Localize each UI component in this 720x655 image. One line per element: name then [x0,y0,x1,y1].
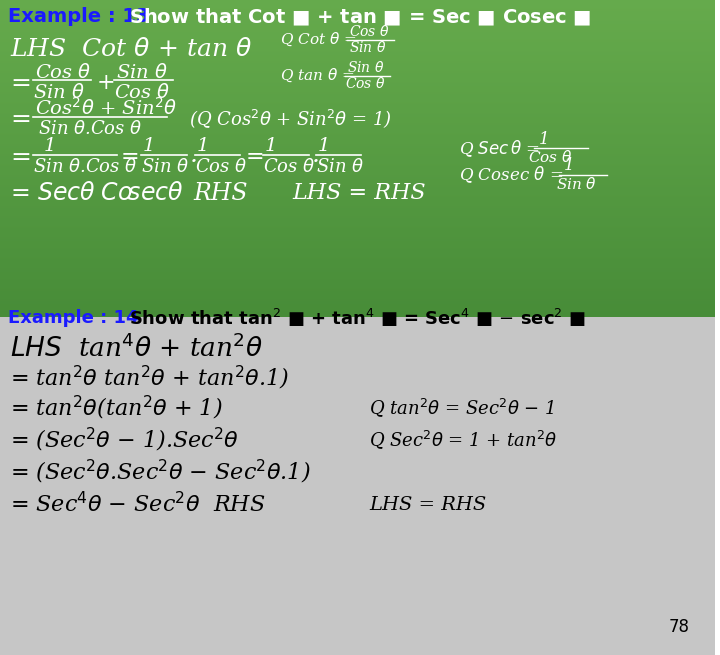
Text: Cos$^2\theta$ + Sin$^2\theta$: Cos$^2\theta$ + Sin$^2\theta$ [35,97,176,119]
Text: Sin $\theta$.Cos $\theta$: Sin $\theta$.Cos $\theta$ [37,120,142,138]
Text: = Sec$^4\theta$ $-$ Sec$^2\theta$  RHS: = Sec$^4\theta$ $-$ Sec$^2\theta$ RHS [10,493,266,517]
Text: 1: 1 [265,137,277,155]
Text: Cos $\theta$: Cos $\theta$ [263,158,315,176]
Text: = tan$^2\theta$ tan$^2\theta$ + tan$^2\theta$.1): = tan$^2\theta$ tan$^2\theta$ + tan$^2\t… [10,364,289,392]
Text: 1: 1 [197,137,209,155]
Text: Sin $\theta$: Sin $\theta$ [556,176,597,192]
Text: Cos $\theta$: Cos $\theta$ [194,158,247,176]
Text: Cos $\theta$: Cos $\theta$ [114,83,171,102]
Text: =: = [246,146,264,168]
Text: = $Sec\theta\;Co\!sec\theta$: = $Sec\theta\;Co\!sec\theta$ [10,181,184,204]
Text: Sin $\theta$: Sin $\theta$ [32,83,85,102]
Text: 1: 1 [564,157,575,174]
Text: Q Cosec $\theta$ =: Q Cosec $\theta$ = [459,164,563,185]
Text: LHS  Cot $\theta$ + tan $\theta$: LHS Cot $\theta$ + tan $\theta$ [10,37,252,60]
Text: Sin $\theta$: Sin $\theta$ [141,158,189,176]
Text: 1: 1 [143,137,156,155]
Text: Cos $\theta$: Cos $\theta$ [528,149,572,165]
Text: Sin $\theta$: Sin $\theta$ [116,62,168,81]
Text: Q Sec$^2\theta$ = 1 + tan$^2\theta$: Q Sec$^2\theta$ = 1 + tan$^2\theta$ [369,428,558,451]
Text: Example : 13: Example : 13 [8,7,150,26]
Text: 1: 1 [44,137,56,155]
Text: Q Cot $\theta$ =: Q Cot $\theta$ = [280,30,356,48]
Text: Sin $\theta$: Sin $\theta$ [349,41,387,56]
Text: Cos $\theta$: Cos $\theta$ [346,77,386,92]
Text: =: = [121,146,140,168]
Text: = (Sec$^2\theta$.Sec$^2\theta$ $-$ Sec$^2\theta$.1): = (Sec$^2\theta$.Sec$^2\theta$ $-$ Sec$^… [10,458,311,486]
Text: Sin $\theta$.Cos $\theta$: Sin $\theta$.Cos $\theta$ [32,158,137,176]
Text: $LHS$  tan$^4\theta$ + tan$^2\theta$: $LHS$ tan$^4\theta$ + tan$^2\theta$ [10,334,263,362]
Text: = (Sec$^2\theta$ $-$ 1).Sec$^2\theta$: = (Sec$^2\theta$ $-$ 1).Sec$^2\theta$ [10,426,239,454]
Text: Cos $\theta$: Cos $\theta$ [35,62,91,81]
Text: =: = [10,71,31,94]
Text: 78: 78 [669,618,690,636]
Text: = tan$^2\theta$(tan$^2\theta$ + 1): = tan$^2\theta$(tan$^2\theta$ + 1) [10,394,222,422]
Text: +: + [96,72,115,94]
Text: Q $Sec\,\theta$ =: Q $Sec\,\theta$ = [459,139,540,159]
Text: Example : 14: Example : 14 [8,309,138,327]
Text: Show that Cot $\blacksquare$ + tan $\blacksquare$ = Sec $\blacksquare$ Cosec $\b: Show that Cot $\blacksquare$ + tan $\bla… [129,7,592,28]
Text: Q tan$^2\theta$ = Sec$^2\theta$ $-$ 1: Q tan$^2\theta$ = Sec$^2\theta$ $-$ 1 [369,397,554,419]
Text: Q tan $\theta$ =: Q tan $\theta$ = [280,66,354,84]
Text: .: . [189,143,197,166]
Text: RHS: RHS [194,181,248,204]
Text: LHS = RHS: LHS = RHS [369,496,487,514]
Text: (Q Cos$^2\theta$ + Sin$^2\theta$ = 1): (Q Cos$^2\theta$ + Sin$^2\theta$ = 1) [189,107,392,130]
Text: .: . [312,143,320,166]
Text: =: = [10,107,31,130]
Text: =: = [10,145,31,168]
Text: Sin $\theta$: Sin $\theta$ [348,60,385,75]
Text: Cos $\theta$: Cos $\theta$ [349,24,390,39]
Text: 1: 1 [539,132,549,149]
Text: LHS = RHS: LHS = RHS [293,182,426,204]
Text: 1: 1 [318,137,330,155]
Text: Sin $\theta$: Sin $\theta$ [315,158,364,176]
Text: Show that tan$^2$ $\blacksquare$ + tan$^4$ $\blacksquare$ = Sec$^4$ $\blacksquar: Show that tan$^2$ $\blacksquare$ + tan$^… [129,307,586,329]
